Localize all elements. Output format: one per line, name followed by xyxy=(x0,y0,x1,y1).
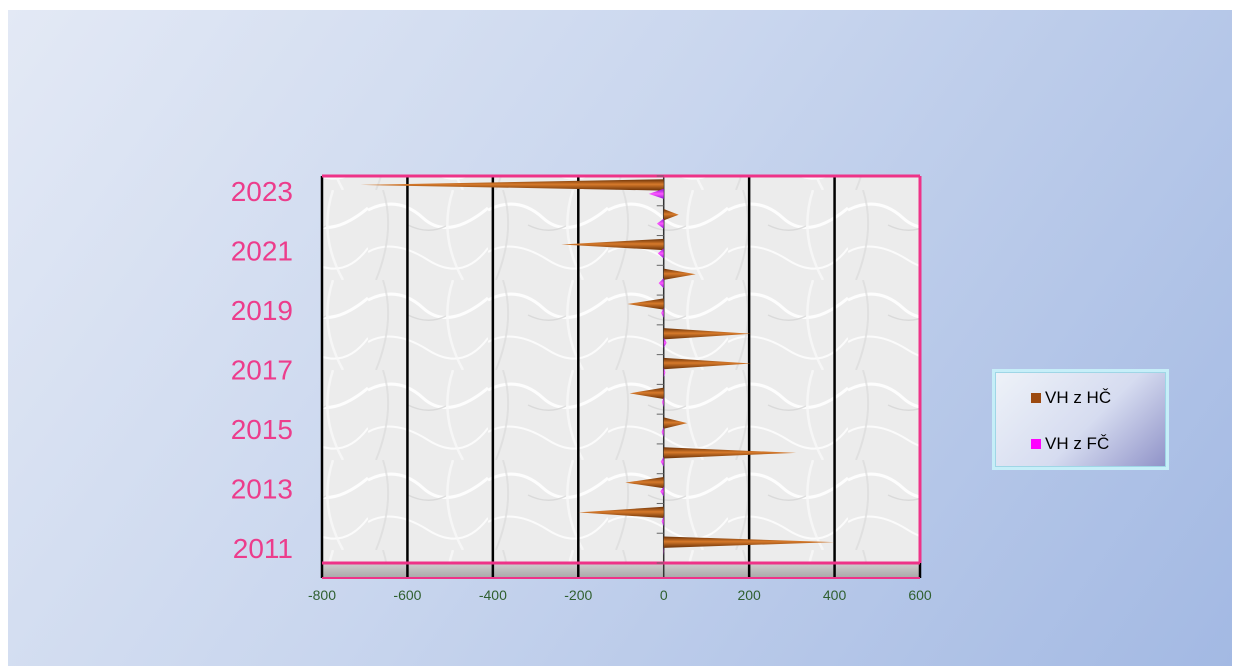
x-axis-labels: -800 -600 -400 -200 0 200 400 600 xyxy=(308,587,932,603)
legend-swatch-magenta xyxy=(1031,439,1041,449)
y-tick-label: 2021 xyxy=(231,235,293,266)
y-tick-label: 2013 xyxy=(231,474,293,505)
bar-vh-z-hc-2023 xyxy=(360,179,664,191)
bar-vh-z-fc-2017 xyxy=(663,367,666,378)
bar-vh-z-hc-2014 xyxy=(663,447,797,459)
bar-chart: 2011 2013 2015 2017 2019 2021 2023 -800 -600 -40… xyxy=(231,174,932,603)
bar-vh-z-hc-2017 xyxy=(663,357,752,370)
slide-background: 2011 2013 2015 2017 2019 2021 2023 -800 -600 -40… xyxy=(8,10,1232,666)
legend: VH z HČ VH z FČ xyxy=(992,369,1169,470)
bar-vh-z-hc-2016 xyxy=(629,387,664,399)
bar-vh-z-fc-2023 xyxy=(648,188,664,199)
bar-vh-z-fc-2018 xyxy=(663,337,667,348)
bar-vh-z-hc-2013 xyxy=(625,476,664,489)
bars xyxy=(360,179,835,557)
legend-item-vh-fc: VH z FČ xyxy=(1031,434,1109,454)
plot-floor xyxy=(322,563,920,578)
bar-vh-z-fc-2015 xyxy=(661,426,664,438)
plot-area xyxy=(320,174,922,579)
y-tick-label: 2019 xyxy=(231,295,293,326)
x-tick-label: -800 xyxy=(308,587,336,603)
legend-label: VH z HČ xyxy=(1045,388,1112,407)
zero-axis-ticks xyxy=(656,175,664,564)
legend-swatch-brown xyxy=(1031,393,1041,403)
bar-vh-z-fc-2014 xyxy=(660,456,664,467)
x-tick-label: 200 xyxy=(737,587,761,603)
bar-vh-z-fc-2021 xyxy=(657,248,664,259)
bar-vh-z-hc-2021 xyxy=(561,238,664,251)
bar-vh-z-fc-2022 xyxy=(656,218,664,229)
legend-label: VH z FČ xyxy=(1045,434,1110,453)
x-tick-label: -400 xyxy=(479,587,507,603)
y-tick-label: 2023 xyxy=(231,176,293,207)
y-axis-labels: 2011 2013 2015 2017 2019 2021 2023 xyxy=(231,176,293,564)
bar-vh-z-hc-2012 xyxy=(578,506,664,519)
bar-vh-z-hc-2019 xyxy=(627,298,664,310)
bar-vh-z-hc-2015 xyxy=(663,417,688,429)
x-tick-label: -200 xyxy=(564,587,592,603)
bar-vh-z-fc-2020 xyxy=(658,278,664,289)
bar-vh-z-hc-2022 xyxy=(663,209,679,221)
x-tick-label: 0 xyxy=(660,587,668,603)
x-tick-label: -600 xyxy=(393,587,421,603)
bar-vh-z-hc-2018 xyxy=(663,328,752,340)
x-tick-label: 600 xyxy=(908,587,932,603)
legend-item-vh-hc: VH z HČ xyxy=(1031,388,1111,408)
bar-vh-z-fc-2012 xyxy=(661,516,664,527)
bar-vh-z-fc-2016 xyxy=(662,397,664,408)
bar-vh-z-hc-2020 xyxy=(663,268,696,280)
bar-vh-z-hc-2011 xyxy=(663,536,835,548)
bar-vh-z-fc-2019 xyxy=(661,307,664,318)
y-tick-label: 2015 xyxy=(231,414,293,445)
x-tick-label: 400 xyxy=(823,587,847,603)
y-tick-label: 2017 xyxy=(231,355,293,386)
y-tick-label: 2011 xyxy=(233,533,293,564)
plot-background xyxy=(322,176,920,564)
bar-vh-z-fc-2013 xyxy=(660,486,664,497)
